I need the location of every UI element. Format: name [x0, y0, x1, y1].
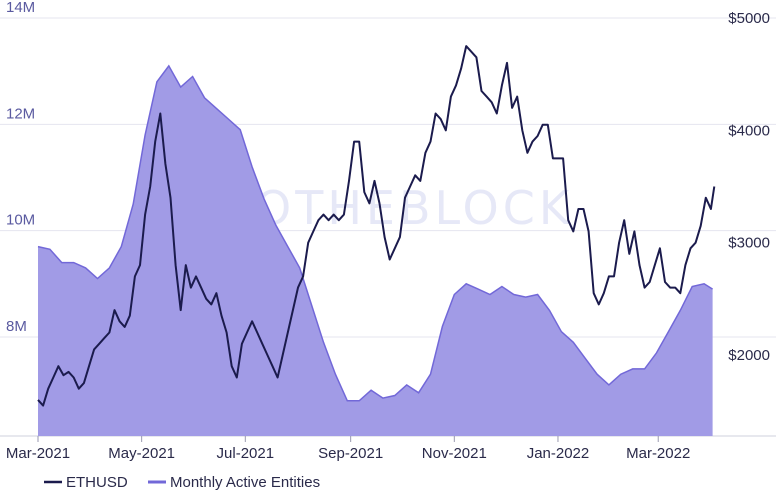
x-tick-label-6: Mar-2022: [626, 445, 690, 462]
left-tick-label-1: 10M: [6, 212, 35, 229]
legend-label-active-entities: Monthly Active Entities: [170, 474, 320, 491]
x-tick-label-1: May-2021: [108, 445, 175, 462]
monthly-active-entities-outline: [37, 64, 713, 402]
left-tick-label-0: 8M: [6, 318, 27, 335]
ethusd-line: [37, 45, 716, 407]
right-tick-label-1: $3000: [728, 235, 770, 252]
x-tick-label-5: Jan-2022: [527, 445, 590, 462]
right-axis-ticks: $2000 $3000 $4000 $5000: [728, 10, 770, 364]
legend: ETHUSD Monthly Active Entities: [44, 474, 320, 491]
left-axis-ticks: 8M 10M 12M 14M: [6, 0, 35, 335]
monthly-active-entities-area: [38, 65, 713, 437]
right-tick-label-3: $5000: [728, 10, 770, 27]
left-tick-label-3: 14M: [6, 0, 35, 16]
right-tick-label-2: $4000: [728, 122, 770, 139]
x-tick-label-3: Sep-2021: [318, 445, 383, 462]
x-tick-label-2: Jul-2021: [217, 445, 275, 462]
right-tick-label-0: $2000: [728, 347, 770, 364]
legend-label-ethusd: ETHUSD: [66, 474, 128, 491]
x-tick-label-4: Nov-2021: [422, 445, 487, 462]
left-tick-label-2: 12M: [6, 105, 35, 122]
x-tick-label-0: Mar-2021: [6, 445, 70, 462]
x-axis-ticks: Mar-2021 May-2021 Jul-2021 Sep-2021 Nov-2021…: [6, 436, 690, 462]
